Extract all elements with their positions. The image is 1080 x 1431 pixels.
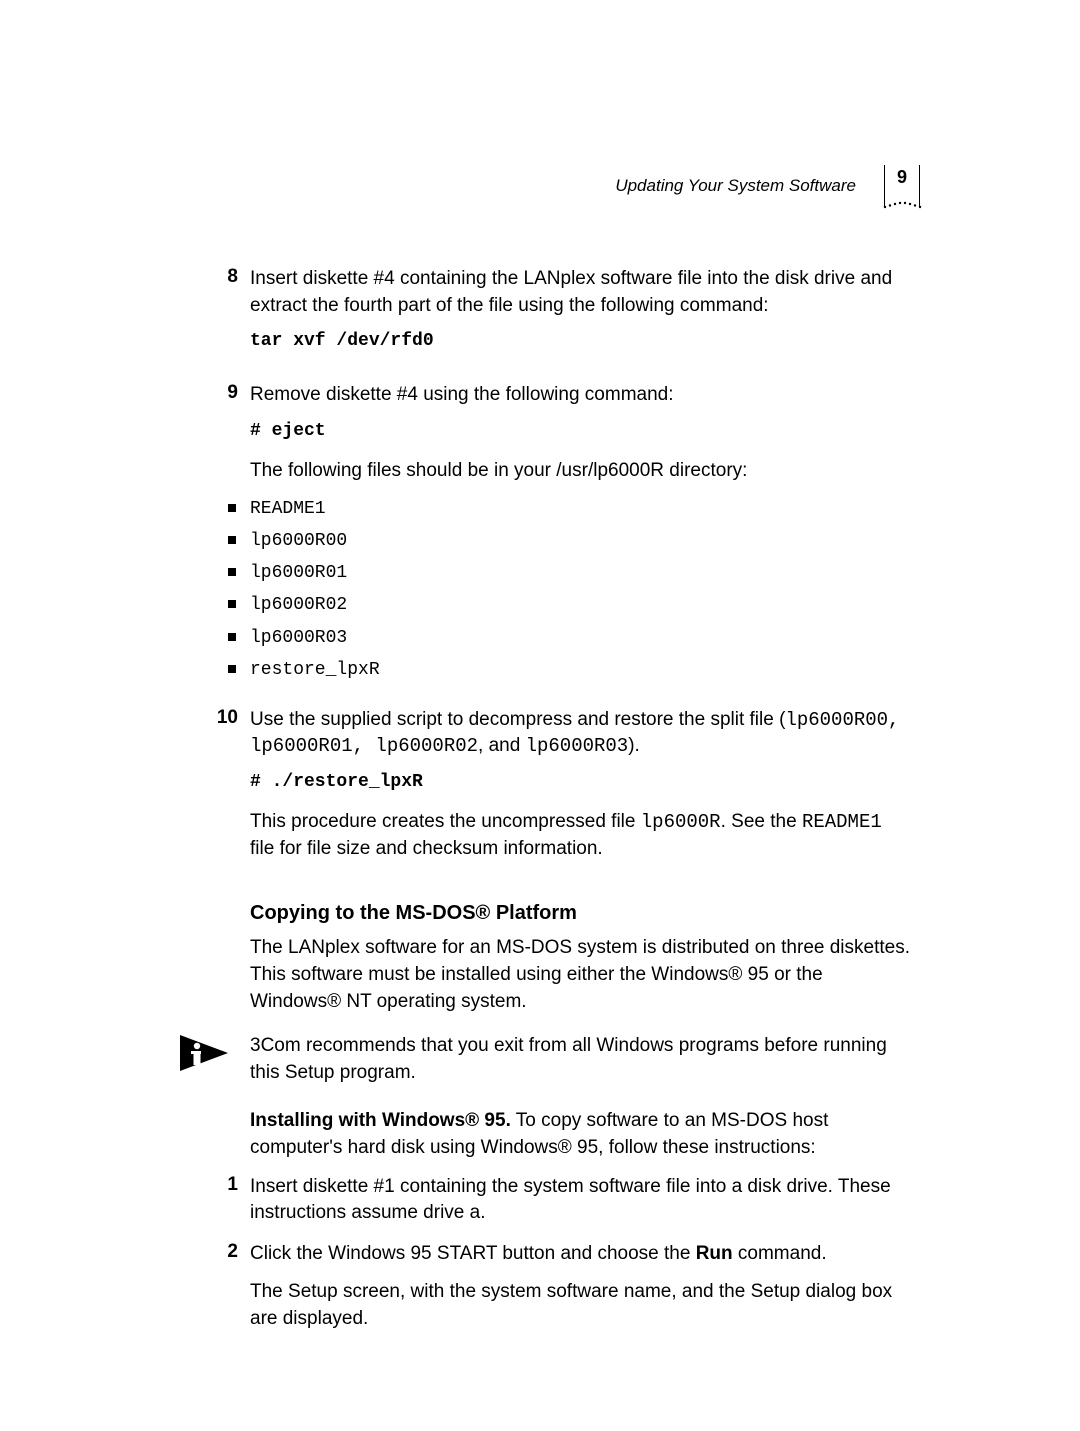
step-body: Insert diskette #4 containing the LANple… — [250, 266, 910, 368]
step-body: Click the Windows 95 START button and ch… — [250, 1241, 910, 1345]
step-number: 2 — [180, 1241, 250, 1263]
note-text: 3Com recommends that you exit from all W… — [250, 1033, 910, 1086]
step-number: 10 — [180, 707, 250, 729]
page-number-box: 9 — [884, 165, 920, 206]
text-part: Use the supplied script to decompress an… — [250, 709, 785, 730]
step-text: Remove diskette #4 using the following c… — [250, 382, 910, 409]
step-body: Remove diskette #4 using the following c… — [250, 382, 910, 701]
section-intro: The LANplex software for an MS-DOS syste… — [250, 935, 910, 1015]
text-part: ). — [628, 735, 640, 756]
page-number: 9 — [897, 167, 907, 187]
step-result: This procedure creates the uncompressed … — [250, 809, 910, 862]
step-text: Insert diskette #4 containing the LANple… — [250, 266, 910, 319]
inline-code: lp6000R03 — [526, 735, 629, 757]
step-body: Use the supplied script to decompress an… — [250, 707, 910, 875]
step-8: 8 Insert diskette #4 containing the LANp… — [250, 266, 910, 368]
file-name: lp6000R03 — [250, 626, 347, 651]
note-block: 3Com recommends that you exit from all W… — [250, 1033, 910, 1086]
section-heading-msdos: Copying to the MS-DOS® Platform — [250, 902, 910, 925]
inline-bold: Run — [696, 1243, 733, 1264]
header-dots-decoration — [882, 200, 922, 210]
step-9: 9 Remove diskette #4 using the following… — [250, 382, 910, 701]
step-number: 1 — [180, 1174, 250, 1196]
text-part: command. — [733, 1243, 827, 1264]
step-body: Insert diskette #1 containing the system… — [250, 1174, 910, 1227]
command-line: # eject — [250, 419, 910, 444]
list-item: lp6000R02 — [250, 593, 910, 618]
header-title: Updating Your System Software — [615, 176, 856, 196]
list-item: lp6000R01 — [250, 561, 910, 586]
bullet-icon — [228, 633, 236, 641]
file-name: restore_lpxR — [250, 658, 380, 683]
text-part: , and — [478, 735, 526, 756]
step-number: 8 — [180, 266, 250, 288]
text-part: . See the — [721, 811, 802, 832]
step-followup: The Setup screen, with the system softwa… — [250, 1279, 910, 1332]
file-name: lp6000R02 — [250, 593, 347, 618]
file-list: README1 lp6000R00 lp6000R01 lp6000R02 lp… — [250, 497, 910, 683]
install-step-2: 2 Click the Windows 95 START button and … — [250, 1241, 910, 1345]
step-followup: The following files should be in your /u… — [250, 458, 910, 485]
text-part: This procedure creates the uncompressed … — [250, 811, 641, 832]
list-item: README1 — [250, 497, 910, 522]
command-line: # ./restore_lpxR — [250, 770, 910, 795]
text-part: Click the Windows 95 START button and ch… — [250, 1243, 696, 1264]
info-arrow-icon — [180, 1033, 250, 1075]
bullet-icon — [228, 665, 236, 673]
list-item: restore_lpxR — [250, 658, 910, 683]
inline-code: lp6000R — [641, 811, 721, 833]
text-part: file for file size and checksum informat… — [250, 838, 603, 859]
step-10: 10 Use the supplied script to decompress… — [250, 707, 910, 875]
file-name: lp6000R01 — [250, 561, 347, 586]
step-text: Use the supplied script to decompress an… — [250, 707, 910, 760]
install-step-1: 1 Insert diskette #1 containing the syst… — [250, 1174, 910, 1227]
step-text: Click the Windows 95 START button and ch… — [250, 1241, 910, 1268]
page-header: Updating Your System Software 9 — [250, 165, 920, 206]
install-heading: Installing with Windows® 95. — [250, 1110, 511, 1131]
file-name: lp6000R00 — [250, 529, 347, 554]
list-item: lp6000R00 — [250, 529, 910, 554]
bullet-icon — [228, 600, 236, 608]
bullet-icon — [228, 504, 236, 512]
install-heading-block: Installing with Windows® 95. To copy sof… — [250, 1108, 910, 1161]
bullet-icon — [228, 536, 236, 544]
list-item: lp6000R03 — [250, 626, 910, 651]
bullet-icon — [228, 568, 236, 576]
inline-code: README1 — [802, 811, 882, 833]
command-line: tar xvf /dev/rfd0 — [250, 329, 910, 354]
step-number: 9 — [180, 382, 250, 404]
file-name: README1 — [250, 497, 326, 522]
document-page: Updating Your System Software 9 8 Inser — [0, 0, 1080, 1431]
